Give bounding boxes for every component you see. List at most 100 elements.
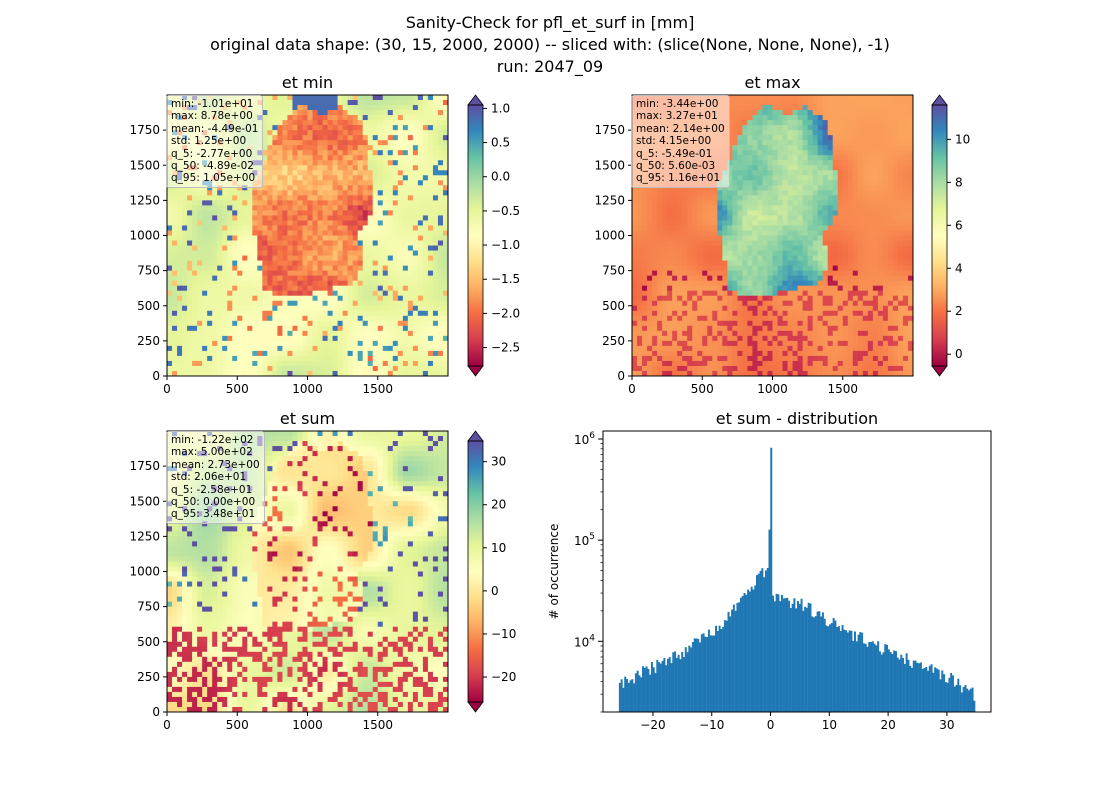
histogram-bar bbox=[722, 627, 725, 712]
et-max-colorbar-tick-label: 4 bbox=[955, 261, 963, 275]
et-max-xtick-label: 1000 bbox=[757, 382, 788, 396]
histogram-bar bbox=[884, 644, 887, 712]
et-sum-xtick-label: 0 bbox=[163, 718, 171, 732]
histogram-axes-frame bbox=[602, 430, 992, 713]
histogram-bar bbox=[951, 675, 954, 712]
et-max-ytick-label: 1250 bbox=[594, 193, 625, 207]
histogram-bar bbox=[894, 651, 897, 712]
histogram-bar bbox=[757, 573, 760, 712]
histogram-bar bbox=[759, 570, 762, 712]
et-max-colorbar-tick-label: 10 bbox=[955, 132, 970, 146]
et-max-colorbar-extend-min bbox=[931, 365, 948, 377]
et-min-ytick-label: 1250 bbox=[129, 193, 160, 207]
histogram-ytick-label: 104 bbox=[574, 633, 595, 649]
histogram-bar bbox=[800, 598, 803, 712]
histogram-bar bbox=[748, 591, 751, 712]
histogram-bar bbox=[896, 657, 899, 712]
histogram-bar bbox=[966, 688, 969, 712]
histogram-bar bbox=[802, 610, 805, 712]
histogram-bar bbox=[943, 674, 946, 712]
histogram-bar bbox=[681, 651, 684, 712]
histogram-bar bbox=[779, 601, 782, 712]
et-min-colorbar-tick-label: 1.0 bbox=[491, 101, 510, 115]
et-max-colorbar-tick-label: 2 bbox=[955, 304, 963, 318]
histogram-bar bbox=[720, 629, 723, 712]
et-min-colorbar-extend-min bbox=[467, 365, 484, 377]
et-min-colorbar-tick-label: 0.5 bbox=[491, 136, 510, 150]
histogram-bar bbox=[789, 607, 792, 712]
histogram-bar bbox=[923, 668, 926, 712]
et-sum-colorbar-tick-label: −20 bbox=[491, 670, 516, 684]
et-max-ytick-label: 1000 bbox=[594, 229, 625, 243]
et-min-ytick-label: 1000 bbox=[129, 229, 160, 243]
et-max-ytick-label: 250 bbox=[602, 334, 625, 348]
et-max-ytick-label: 1500 bbox=[594, 158, 625, 172]
histogram-bar bbox=[773, 601, 776, 712]
histogram-xtick-label: 10 bbox=[822, 718, 837, 732]
et-min-colorbar-tick-label: −1.5 bbox=[491, 272, 520, 286]
histogram-bar bbox=[666, 658, 669, 712]
histogram-bar bbox=[670, 663, 673, 712]
histogram-bar bbox=[638, 675, 641, 712]
et-max-ytick-label: 1750 bbox=[594, 123, 625, 137]
et-sum-colorbar-extend-max bbox=[467, 430, 484, 442]
histogram-bar bbox=[626, 678, 628, 712]
histogram-bar bbox=[633, 683, 636, 712]
histogram-bar bbox=[925, 666, 928, 712]
et-sum-colorbar bbox=[468, 441, 483, 702]
histogram-bar bbox=[916, 662, 919, 712]
histogram-bar bbox=[713, 635, 716, 712]
histogram-bar bbox=[932, 672, 935, 712]
et-min-stat-line: max: 8.78e+00 bbox=[171, 110, 253, 123]
et-max-stat-line: q_5: -5.49e-01 bbox=[636, 147, 713, 160]
histogram-bar bbox=[788, 600, 791, 712]
histogram-bar bbox=[627, 682, 630, 712]
et-sum-stat-line: q_50: 0.00e+00 bbox=[171, 496, 256, 509]
histogram-bar bbox=[700, 634, 703, 712]
et-max-stat-line: max: 3.27e+01 bbox=[636, 110, 718, 123]
et-sum-xtick-label: 1500 bbox=[362, 718, 393, 732]
histogram-bar bbox=[805, 607, 808, 712]
histogram-bar bbox=[743, 592, 746, 712]
histogram-bar bbox=[732, 604, 735, 712]
et-sum-colorbar-tick-label: −10 bbox=[491, 627, 516, 641]
histogram-bar bbox=[898, 659, 901, 712]
histogram-bar bbox=[964, 684, 967, 712]
et-max-stat-line: std: 4.15e+00 bbox=[636, 135, 712, 148]
histogram-bar bbox=[702, 633, 705, 712]
histogram-bar bbox=[877, 641, 880, 712]
histogram-bar bbox=[711, 635, 714, 712]
histogram-bar bbox=[629, 680, 632, 712]
histogram-bar bbox=[642, 666, 645, 712]
histogram-bar bbox=[686, 652, 689, 712]
histogram-bar bbox=[905, 653, 908, 712]
histogram-bar bbox=[921, 668, 924, 712]
et-min-ytick-label: 750 bbox=[137, 264, 160, 278]
histogram-bar bbox=[973, 700, 976, 712]
histogram-bar bbox=[652, 667, 655, 712]
histogram-bar bbox=[950, 672, 953, 712]
histogram-bar bbox=[857, 634, 860, 712]
histogram-bar bbox=[834, 620, 837, 712]
histogram-bar bbox=[620, 679, 623, 712]
histogram-bar bbox=[770, 447, 773, 712]
histogram-bar bbox=[766, 568, 769, 712]
et-max-colorbar-tick-label: 6 bbox=[955, 218, 963, 232]
histogram-bar bbox=[764, 570, 767, 712]
histogram-bar bbox=[827, 626, 830, 712]
et-sum-stat-line: q_95: 3.48e+01 bbox=[171, 508, 256, 521]
histogram-bar bbox=[772, 595, 775, 712]
histogram-bar bbox=[968, 690, 970, 712]
histogram-bar bbox=[960, 692, 963, 712]
et-max-colorbar bbox=[932, 105, 947, 366]
histogram-bar bbox=[902, 657, 905, 712]
histogram-title: et sum - distribution bbox=[716, 409, 878, 428]
et-sum-colorbar-extend-min bbox=[467, 701, 484, 713]
et-min-xtick-label: 1000 bbox=[292, 382, 323, 396]
histogram-bar bbox=[868, 642, 871, 712]
et-min-xtick-label: 500 bbox=[226, 382, 249, 396]
histogram-bar bbox=[716, 630, 719, 712]
histogram-xtick-label: −20 bbox=[640, 718, 665, 732]
et-min-stat-line: q_5: -2.77e+00 bbox=[171, 147, 253, 160]
